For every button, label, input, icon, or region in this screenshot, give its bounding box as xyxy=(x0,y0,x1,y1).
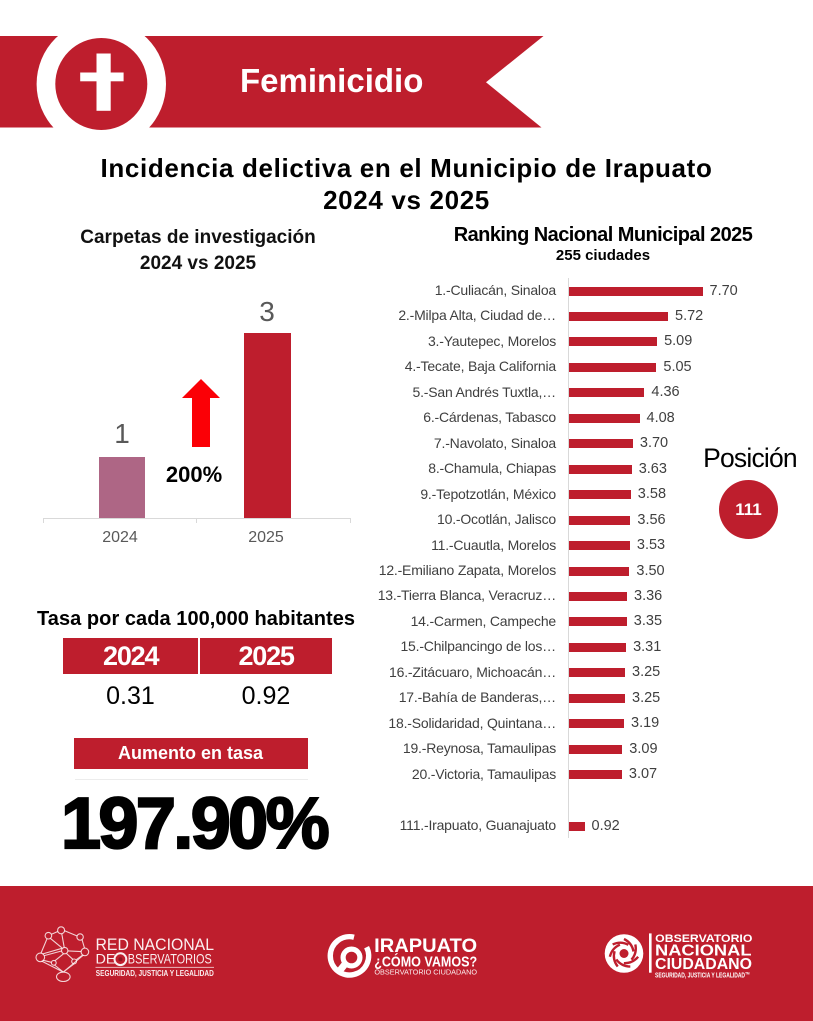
svg-text:IRAPUATO: IRAPUATO xyxy=(374,935,477,957)
svg-text:DE: DE xyxy=(96,952,116,967)
svg-text:¿CÓMO VAMOS?: ¿CÓMO VAMOS? xyxy=(374,952,477,970)
svg-text:CIUDADANO: CIUDADANO xyxy=(655,956,752,973)
svg-text:SEGURIDAD, JUSTICIA Y LEGALIDA: SEGURIDAD, JUSTICIA Y LEGALIDAD™ xyxy=(655,971,750,980)
svg-text:RED NACIONAL: RED NACIONAL xyxy=(96,935,215,954)
svg-text:SEGURIDAD, JUSTICIA Y LEGALIDA: SEGURIDAD, JUSTICIA Y LEGALIDAD xyxy=(96,968,214,978)
svg-text:OBSERVATORIO CIUDADANO: OBSERVATORIO CIUDADANO xyxy=(374,967,477,976)
svg-text:NACIONAL: NACIONAL xyxy=(655,943,752,960)
svg-text:OBSERVATORIO: OBSERVATORIO xyxy=(655,933,752,945)
svg-text:BSERVATORIOS: BSERVATORIOS xyxy=(128,952,212,967)
